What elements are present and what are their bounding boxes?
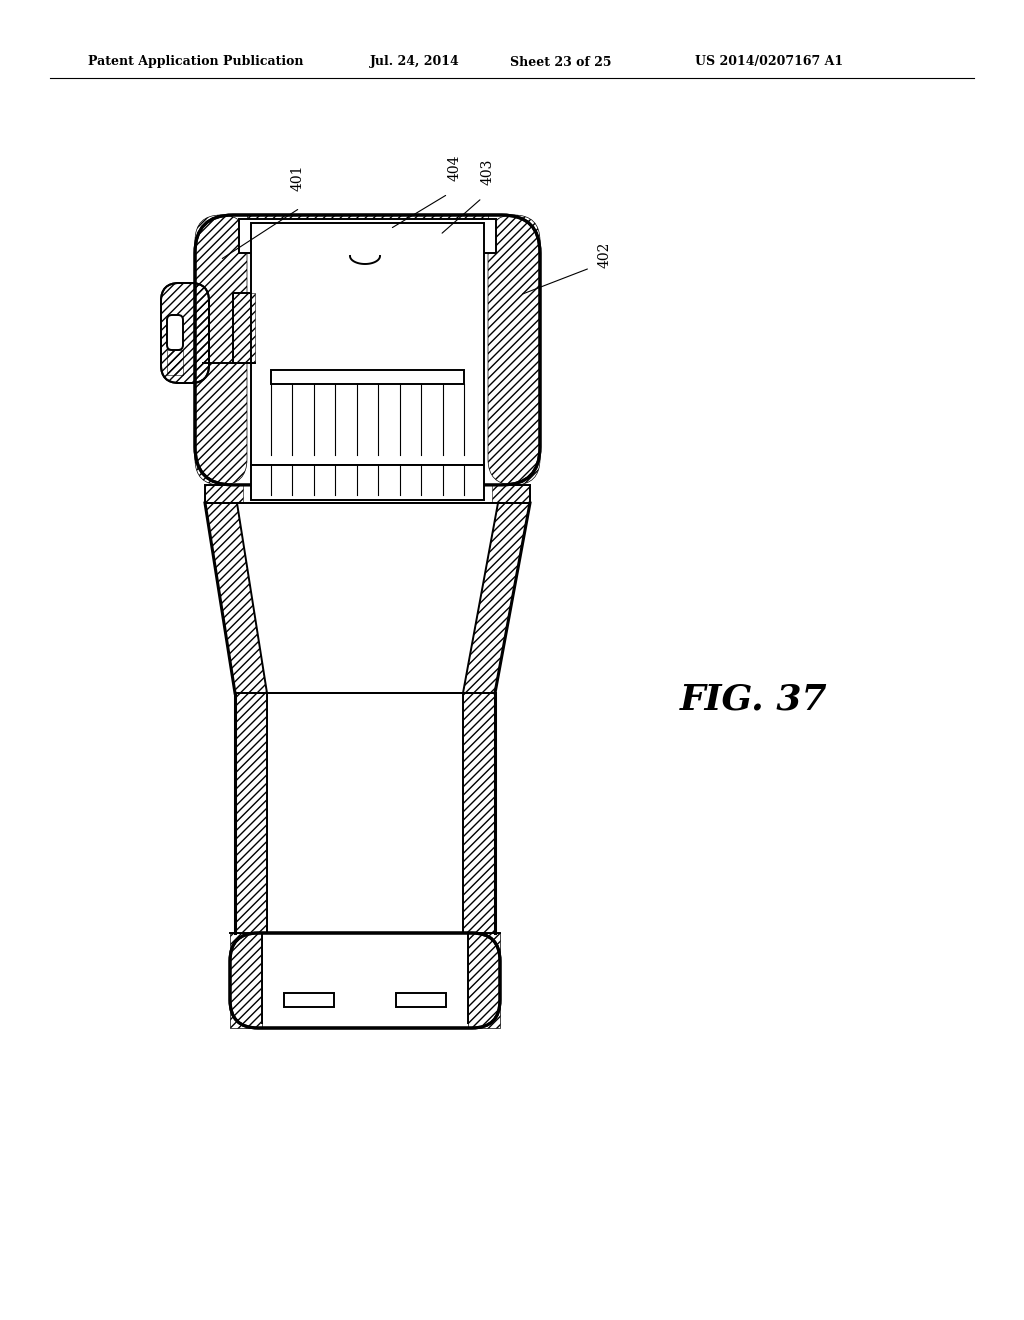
Bar [251,465,484,500]
FancyBboxPatch shape [230,933,500,1028]
Bar [239,219,496,253]
Text: 404: 404 [449,154,462,181]
Bar [234,693,267,933]
Text: 401: 401 [291,165,305,191]
Bar [167,350,183,375]
Bar [205,484,243,503]
Text: 402: 402 [598,242,612,268]
Bar [233,293,255,363]
Bar [205,484,530,503]
FancyBboxPatch shape [195,215,540,484]
FancyBboxPatch shape [167,315,183,350]
Bar [396,993,446,1007]
Bar [267,693,463,933]
Bar [492,484,530,503]
Text: Sheet 23 of 25: Sheet 23 of 25 [510,55,611,69]
Bar [468,933,500,1028]
Bar [233,293,255,363]
Bar [463,693,495,933]
Bar [251,223,484,465]
Bar [271,370,464,384]
Text: Patent Application Publication: Patent Application Publication [88,55,303,69]
Bar [247,215,488,243]
Bar [230,933,262,1028]
Polygon shape [237,503,498,693]
Text: FIG. 37: FIG. 37 [680,682,827,717]
Bar [284,993,334,1007]
Text: Jul. 24, 2014: Jul. 24, 2014 [370,55,460,69]
Text: 403: 403 [481,158,495,185]
Text: US 2014/0207167 A1: US 2014/0207167 A1 [695,55,843,69]
